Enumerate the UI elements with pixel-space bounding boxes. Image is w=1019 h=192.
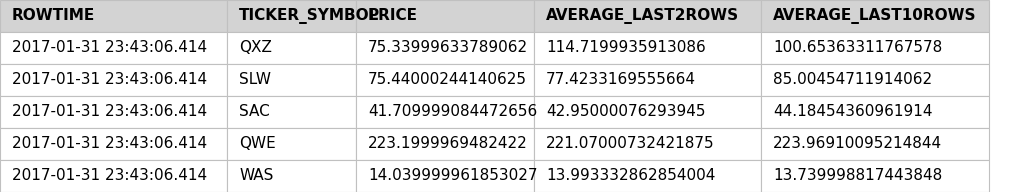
Bar [356, 0, 533, 32]
Bar [227, 0, 356, 32]
Bar [533, 32, 760, 64]
Text: 2017-01-31 23:43:06.414: 2017-01-31 23:43:06.414 [12, 169, 207, 184]
Bar [356, 128, 533, 160]
Text: 44.18454360961914: 44.18454360961914 [772, 104, 931, 119]
Bar [356, 32, 533, 64]
Text: QXZ: QXZ [239, 41, 272, 55]
Text: QWE: QWE [239, 137, 276, 151]
Bar [356, 96, 533, 128]
Bar [227, 160, 356, 192]
Text: 221.07000732421875: 221.07000732421875 [545, 137, 713, 151]
Text: 42.95000076293945: 42.95000076293945 [545, 104, 705, 119]
Bar [760, 128, 987, 160]
Text: 41.709999084472656: 41.709999084472656 [368, 104, 537, 119]
Bar [533, 64, 760, 96]
Bar [533, 96, 760, 128]
Bar [0, 32, 227, 64]
Text: PRICE: PRICE [368, 8, 418, 23]
Text: 223.1999969482422: 223.1999969482422 [368, 137, 527, 151]
Text: 223.96910095214844: 223.96910095214844 [772, 137, 942, 151]
Bar [0, 64, 227, 96]
Bar [0, 128, 227, 160]
Text: ROWTIME: ROWTIME [12, 8, 95, 23]
Text: 77.4233169555664: 77.4233169555664 [545, 73, 695, 88]
Bar [760, 32, 987, 64]
Bar [227, 96, 356, 128]
Text: 14.039999961853027: 14.039999961853027 [368, 169, 537, 184]
Bar [227, 64, 356, 96]
Text: 2017-01-31 23:43:06.414: 2017-01-31 23:43:06.414 [12, 137, 207, 151]
Text: SLW: SLW [239, 73, 271, 88]
Text: 2017-01-31 23:43:06.414: 2017-01-31 23:43:06.414 [12, 104, 207, 119]
Bar [227, 32, 356, 64]
Bar [227, 128, 356, 160]
Bar [356, 160, 533, 192]
Text: 2017-01-31 23:43:06.414: 2017-01-31 23:43:06.414 [12, 41, 207, 55]
Bar [533, 0, 760, 32]
Text: 2017-01-31 23:43:06.414: 2017-01-31 23:43:06.414 [12, 73, 207, 88]
Text: TICKER_SYMBOL: TICKER_SYMBOL [239, 8, 379, 24]
Bar [533, 128, 760, 160]
Bar [533, 160, 760, 192]
Text: AVERAGE_LAST2ROWS: AVERAGE_LAST2ROWS [545, 8, 738, 24]
Text: WAS: WAS [239, 169, 273, 184]
Text: 114.7199935913086: 114.7199935913086 [545, 41, 705, 55]
Bar [356, 64, 533, 96]
Bar [0, 0, 227, 32]
Bar [760, 96, 987, 128]
Text: AVERAGE_LAST10ROWS: AVERAGE_LAST10ROWS [772, 8, 976, 24]
Text: 13.993332862854004: 13.993332862854004 [545, 169, 714, 184]
Bar [760, 160, 987, 192]
Bar [0, 96, 227, 128]
Text: 85.00454711914062: 85.00454711914062 [772, 73, 931, 88]
Text: 75.33999633789062: 75.33999633789062 [368, 41, 528, 55]
Bar [760, 0, 987, 32]
Text: 13.739998817443848: 13.739998817443848 [772, 169, 942, 184]
Text: 100.65363311767578: 100.65363311767578 [772, 41, 942, 55]
Bar [760, 64, 987, 96]
Bar [0, 160, 227, 192]
Text: 75.44000244140625: 75.44000244140625 [368, 73, 527, 88]
Text: SAC: SAC [239, 104, 270, 119]
